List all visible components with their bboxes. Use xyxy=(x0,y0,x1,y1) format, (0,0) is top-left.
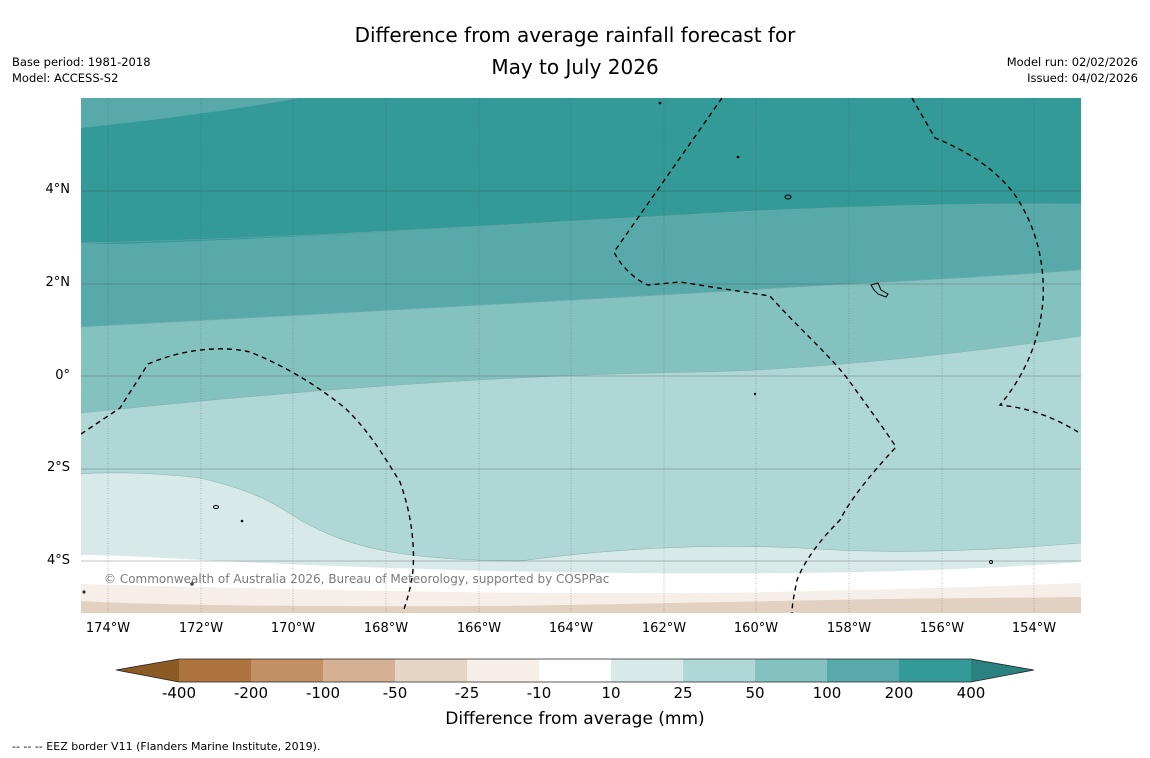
base-period-text: Base period: 1981-2018 xyxy=(12,55,151,69)
colorbar-swatch xyxy=(755,659,827,682)
colorbar-tick-label: -25 xyxy=(454,684,480,702)
colorbar-swatch xyxy=(827,659,899,682)
colorbar-tick-label: 10 xyxy=(601,684,621,702)
lon-label: 156°W xyxy=(919,621,965,636)
lat-label: 2°S xyxy=(46,460,70,475)
band-200-400 xyxy=(81,98,1081,244)
band-100-200-corner xyxy=(81,98,300,128)
colorbar-swatch xyxy=(683,659,755,682)
eez-footnote: -- -- -- EEZ border V11 (Flanders Marine… xyxy=(12,740,321,753)
colorbar xyxy=(115,658,1035,683)
colorbar-tick-label: -50 xyxy=(382,684,408,702)
eez-borders xyxy=(81,98,1079,613)
colorbar-extend-high xyxy=(971,659,1034,682)
islands xyxy=(82,101,993,594)
colorbar-swatch xyxy=(179,659,251,682)
colorbar-tick-label: -100 xyxy=(305,684,341,702)
colorbar-tick-label: -200 xyxy=(233,684,269,702)
chart-title-line2: May to July 2026 xyxy=(491,55,659,79)
colorbar-swatch xyxy=(899,659,971,682)
lat-label: 2°N xyxy=(45,275,71,290)
lon-label: 174°W xyxy=(85,621,131,636)
colorbar-swatch xyxy=(395,659,467,682)
model-text: Model: ACCESS-S2 xyxy=(12,71,119,85)
colorbar-swatch xyxy=(611,659,683,682)
lon-label: 162°W xyxy=(641,621,687,636)
colorbar-tick-label: 200 xyxy=(884,684,914,702)
colorbar-swatch xyxy=(539,659,611,682)
lon-label: 168°W xyxy=(363,621,409,636)
lon-label: 166°W xyxy=(456,621,502,636)
lat-label: 4°N xyxy=(45,182,71,197)
lon-label: 172°W xyxy=(178,621,224,636)
lon-label: 170°W xyxy=(270,621,316,636)
colorbar-tick-label: -400 xyxy=(161,684,197,702)
lon-label: 160°W xyxy=(733,621,779,636)
map-area xyxy=(81,98,1081,613)
colorbar-tick-label: 400 xyxy=(956,684,986,702)
colorbar-extend-low xyxy=(116,659,179,682)
chart-title: Difference from average rainfall forecas… xyxy=(275,19,875,83)
colorbar-tick-label: 100 xyxy=(812,684,842,702)
lon-label: 158°W xyxy=(826,621,872,636)
colorbar-swatch xyxy=(467,659,539,682)
lat-label: 4°S xyxy=(46,553,70,568)
colorbar-outline xyxy=(115,658,1035,683)
copyright-text: © Commonwealth of Australia 2026, Bureau… xyxy=(104,572,610,586)
issued-text: Issued: 04/02/2026 xyxy=(1027,71,1138,85)
meta-right: Model run: 02/02/2026 Issued: 04/02/2026 xyxy=(1007,54,1138,86)
meta-left: Base period: 1981-2018 Model: ACCESS-S2 xyxy=(12,54,151,86)
lat-label: 0° xyxy=(55,368,70,383)
colorbar-tick-label: -10 xyxy=(526,684,552,702)
colorbar-tick-label: 50 xyxy=(745,684,765,702)
colorbar-swatch xyxy=(323,659,395,682)
lon-label: 154°W xyxy=(1011,621,1057,636)
colorbar-title: Difference from average (mm) xyxy=(445,709,705,729)
model-run-text: Model run: 02/02/2026 xyxy=(1006,55,1138,69)
chart-title-line1: Difference from average rainfall forecas… xyxy=(354,23,796,47)
band-neg25-neg10-b xyxy=(81,583,1081,607)
colorbar-tick-label: 25 xyxy=(673,684,693,702)
lon-label: 164°W xyxy=(548,621,594,636)
colorbar-swatch xyxy=(251,659,323,682)
